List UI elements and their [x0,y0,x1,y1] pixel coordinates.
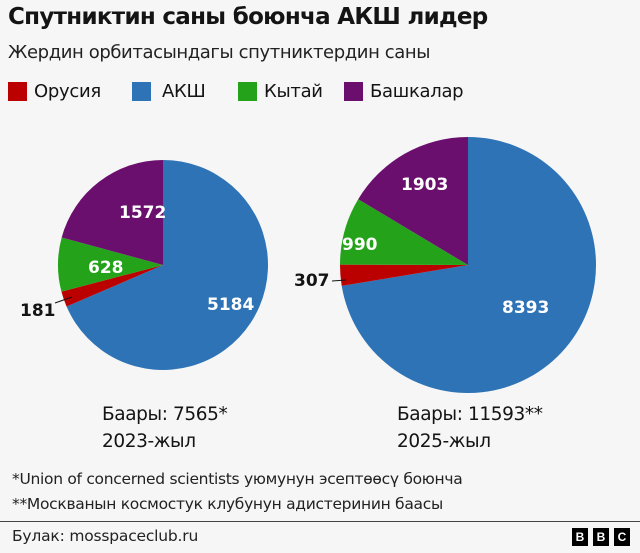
slice-value-label: 1572 [119,203,166,223]
footnote-2: **Москванын космостук клубунун адистерин… [12,495,443,513]
total-2023: Баары: 7565* 2023-жыл [102,401,228,455]
bbc-logo-letter: B [572,528,588,546]
legend-item-others: Башкалар [344,80,464,102]
legend: Орусия АКШ Кытай Башкалар [0,80,640,102]
bbc-logo: B B C [572,528,630,546]
legend-swatch-others [344,81,363,101]
pie-slice [61,160,163,265]
slice-value-label: 307 [294,271,330,291]
total-year: 2023-жыл [102,431,196,452]
total-year: 2025-жыл [397,431,491,452]
pie-slice [57,237,163,292]
legend-label: Кытай [264,80,323,102]
leader-line [54,296,73,304]
legend-swatch-china [238,81,257,101]
pie-slice [61,265,164,307]
legend-label: АКШ [162,80,206,102]
legend-label: Орусия [34,80,101,102]
bbc-logo-letter: C [614,528,630,546]
pie-slice [66,160,268,371]
legend-swatch-usa [132,81,151,101]
leader-line [331,279,347,282]
total-count: Баары: 7565* [102,404,228,425]
pie-chart-2023: 5184 181 628 1572 [20,160,268,371]
chart-title: Спутниктин саны боюнча АКШ лидер [8,4,488,30]
slice-value-label: 628 [88,258,124,278]
pie-slice [341,137,596,393]
footer-divider [0,521,640,522]
legend-item-russia: Орусия [8,80,101,102]
total-count: Баары: 11593** [397,404,543,425]
legend-item-usa: АКШ [132,80,206,102]
bbc-logo-letter: B [593,528,609,546]
legend-swatch-russia [8,81,27,101]
footnote-1: *Union of concerned scientists уюмунун э… [12,470,463,488]
pie-slice [358,137,468,265]
slice-value-label: 5184 [207,295,254,315]
legend-label: Башкалар [370,80,464,102]
legend-item-china: Кытай [238,80,323,102]
pie-slice [340,199,468,265]
pie-chart-2025: 8393 307 990 1903 [294,137,596,393]
chart-subtitle: Жердин орбитасындагы спутниктердин саны [8,42,431,63]
pie-slice [339,264,468,286]
slice-value-label: 181 [20,301,56,321]
slice-value-label: 990 [342,235,378,255]
source-text: Булак: mosspaceclub.ru [12,527,199,545]
total-2025: Баары: 11593** 2025-жыл [397,401,543,455]
slice-value-label: 8393 [502,298,549,318]
slice-value-label: 1903 [401,175,448,195]
